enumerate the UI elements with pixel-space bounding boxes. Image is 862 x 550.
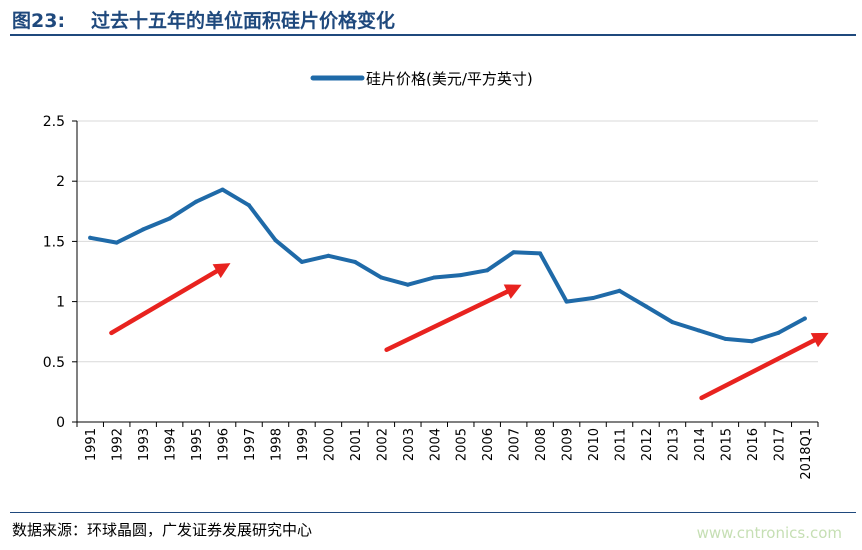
y-tick-label: 2.5 [43,114,65,130]
trend-arrow [699,332,829,401]
series-layer [88,187,807,344]
figure-number: 图23: [12,10,66,32]
x-tick-label: 1995 [190,428,205,461]
x-tick-label: 2010 [587,428,602,461]
x-tick-label: 1994 [164,428,179,461]
figure-title: 图23: 过去十五年的单位面积硅片价格变化 [12,6,395,33]
x-tick-label: 2002 [375,428,390,461]
data-point [194,199,199,204]
data-point [723,336,728,341]
trend-arrow-head [212,263,231,279]
data-point [114,240,119,245]
data-point [511,250,516,255]
data-point [696,328,701,333]
watermark: www.cntronics.com [696,524,842,542]
x-axis: 1991 1992 1993 1994 1995 1996 1997 1998 1999 2000… [76,421,819,480]
legend-label: 硅片价格(美元/平方英寸) [366,70,533,88]
data-point [749,339,754,344]
x-tick-label: 2005 [455,428,470,461]
x-tick-label: 2017 [772,428,787,461]
source-rule [10,512,856,513]
data-point [485,268,490,273]
x-tick-label: 2000 [322,428,337,461]
data-point [405,282,410,287]
legend: 硅片价格(美元/平方英寸) [310,70,533,88]
x-tick-label: 2004 [428,428,443,461]
y-tick-label: 0.5 [43,355,65,371]
data-point [776,330,781,335]
trend-arrow-head [810,332,829,348]
line-chart: 00.511.522.5 1991 1992 1993 1994 1995 1996 199… [43,70,829,480]
data-point [670,320,675,325]
y-tick-label: 1.5 [43,234,65,250]
x-tick-label: 2003 [402,428,417,461]
x-tick-label: 2014 [693,428,708,461]
data-point [141,227,146,232]
trend-arrow-shaft [109,268,219,336]
y-axis: 0 0.5 1 1.5 2 2.5 [43,114,78,431]
data-point [326,253,331,258]
grid-lines [77,120,818,363]
y-tick-label: 2 [56,174,65,190]
data-point [88,235,93,240]
data-point [432,275,437,280]
x-tick-label: 1991 [84,428,99,461]
x-tick-label: 2012 [640,428,655,461]
data-point [167,216,172,221]
trend-arrow [384,284,522,353]
data-point [458,273,463,278]
data-point [247,203,251,208]
trend-arrow [109,263,231,336]
trend-arrow-shaft [384,289,510,353]
annotation-arrows [109,263,829,401]
x-tick-label: 1997 [243,428,258,461]
y-tick-label: 0 [56,415,65,431]
x-tick-label: 1993 [137,428,152,461]
x-tick-label: 2018Q1 [799,428,814,480]
data-point [379,275,384,280]
data-point [220,187,225,192]
data-point [802,316,807,321]
title-rule [10,34,856,36]
figure-title-text: 过去十五年的单位面积硅片价格变化 [91,10,396,32]
x-tick-label: 1992 [111,428,126,461]
data-point [352,259,357,264]
data-point [644,304,648,309]
x-tick-label: 1998 [269,428,284,461]
source-note: 数据来源：环球晶圆，广发证券发展研究中心 [12,521,313,539]
x-tick-label: 2007 [508,428,523,461]
data-point [538,251,543,256]
x-tick-label: 2011 [614,428,629,461]
x-tick-label: 2009 [561,428,576,461]
data-point [564,299,569,304]
x-tick-label: 2016 [746,428,761,461]
data-point [617,288,622,293]
x-tick-label: 1999 [296,428,311,461]
data-point [299,259,304,264]
x-tick-label: 2015 [719,428,734,461]
x-tick-label: 2008 [534,428,549,461]
x-tick-label: 2001 [349,428,364,461]
x-tick-label: 2013 [666,428,681,461]
x-tick-label: 2006 [481,428,496,461]
y-tick-label: 1 [56,295,65,311]
trend-arrow-head [503,284,522,299]
data-point [273,238,278,243]
x-tick-label: 1996 [217,428,232,461]
data-point [591,296,596,300]
series-line [88,187,807,344]
trend-arrow-shaft [699,337,817,401]
